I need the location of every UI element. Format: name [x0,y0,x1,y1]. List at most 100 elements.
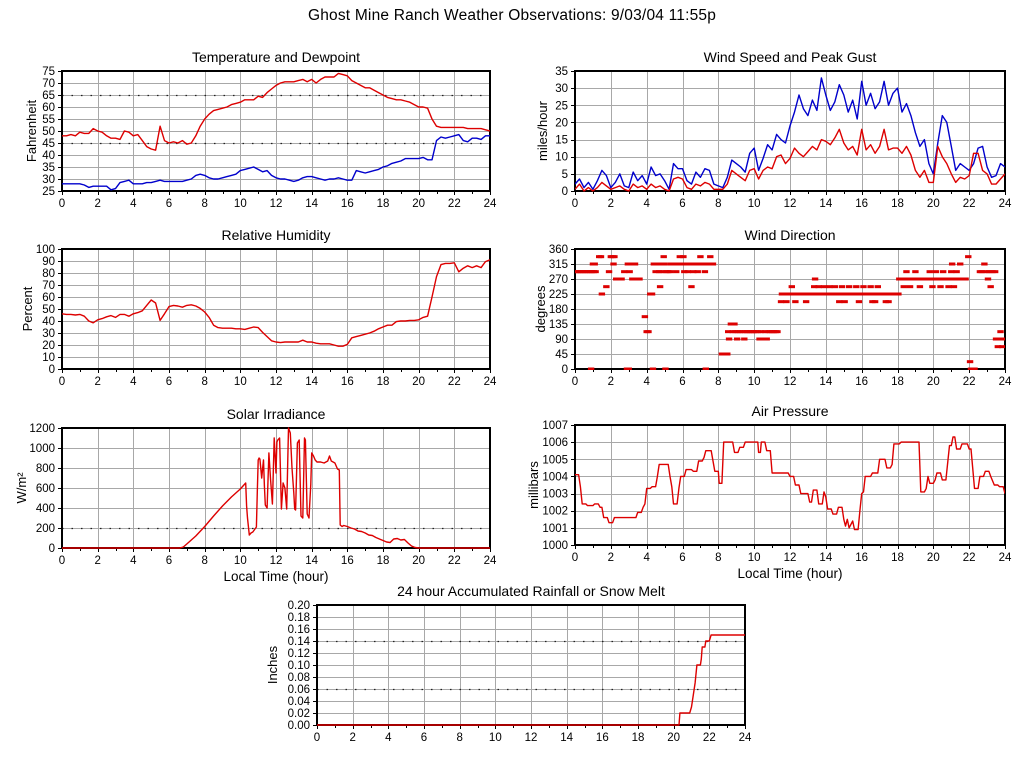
x-tick-label: 18 [377,555,390,567]
y-tick-label: 0.06 [288,684,310,696]
chart-relative-humidity-canvas: 0 2 4 6 8 10 12 14 16 18 20 22 240102030405060708090… [20,227,497,388]
x-tick-label: 14 [560,732,573,744]
x-tick-label: 10 [748,552,761,564]
x-tick-label: 4 [643,552,650,564]
x-tick-label: 20 [667,732,680,744]
y-tick-label: 0.00 [288,720,310,732]
x-tick-label: 2 [94,376,100,388]
x-tick-label: 24 [484,198,497,210]
x-tick-label: 16 [855,198,868,210]
x-tick-label: 20 [412,376,425,388]
y-tick-label: 20 [42,340,55,352]
x-tick-label: 10 [489,732,502,744]
x-tick-label: 24 [739,732,752,744]
x-tick-label: 6 [166,555,172,567]
y-tick-label: 270 [549,274,568,286]
x-tick-label: 18 [891,552,904,564]
y-tick-label: 1004 [542,471,568,483]
x-tick-label: 0 [59,376,65,388]
y-tick-label: 30 [42,328,55,340]
grid-lines [317,605,745,725]
tick-labels: 0 2 4 6 8 10 12 14 16 18 20 22 240102030405060708090… [36,244,497,388]
x-tick-label: 22 [963,376,976,388]
y-tick-label: 135 [549,319,568,331]
grid-lines [575,425,1005,545]
chart-accumulated-rainfall: 0 2 4 6 8 10 12 14 16 18 20 22 24 0.00 0.02 0.04 0.06 0.0… [265,575,767,768]
grid-lines [575,71,1005,191]
chart-wind-speed-gust: 0 2 4 6 8 10 12 14 16 18 20 22 24 0 5 10 15 20 25 30 35 Wind … [520,40,1022,218]
x-tick-label: 22 [448,198,461,210]
chart-title: Air Pressure [751,403,828,419]
x-tick-label: 2 [94,555,100,567]
x-tick-label: 4 [643,376,650,388]
x-tick-label: 0 [314,732,320,744]
x-tick-label: 20 [927,376,940,388]
axis-ticks [571,425,1006,549]
y-axis-title: Fahrenheit [24,100,39,163]
x-tick-label: 12 [784,198,797,210]
y-tick-label: 10 [42,352,55,364]
y-tick-label: 0 [562,186,568,198]
x-tick-label: 22 [448,376,461,388]
x-tick-label: 16 [596,732,609,744]
x-tick-label: 2 [608,552,614,564]
tick-labels: 0 2 4 6 8 10 12 14 16 18 20 22 242530354045505560657… [42,66,497,210]
y-tick-label: 0.16 [288,624,310,636]
y-tick-label: 180 [549,304,568,316]
y-tick-label: 0.08 [288,672,310,684]
y-tick-label: 200 [36,523,55,535]
x-tick-label: 8 [715,552,721,564]
x-tick-label: 18 [632,732,645,744]
x-tick-label: 20 [412,198,425,210]
x-tick-label: 2 [94,198,100,210]
series-wind-speed [575,128,1005,192]
chart-relative-humidity: 0 2 4 6 8 10 12 14 16 18 20 22 24 0 10 20 30 40 50 60 70 80 90… [10,219,512,395]
x-tick-label: 8 [201,555,207,567]
y-tick-label: 1000 [542,540,568,552]
y-tick-label: 0 [562,364,568,376]
series-humidity [62,259,490,347]
y-tick-label: 0.18 [288,612,310,624]
x-tick-label: 16 [855,376,868,388]
y-tick-label: 360 [549,244,568,256]
x-tick-label: 0 [572,198,578,210]
y-tick-label: 0.10 [288,660,310,672]
chart-title: Wind Direction [744,227,835,243]
x-tick-label: 20 [927,552,940,564]
y-tick-label: 1007 [542,420,568,432]
x-tick-label: 6 [421,732,427,744]
chart-accumulated-rainfall-canvas: 0 2 4 6 8 10 12 14 16 18 20 22 240.000.020.040.060.0… [265,583,752,744]
y-tick-label: 10 [555,152,568,164]
x-tick-label: 4 [130,376,137,388]
x-tick-label: 14 [819,198,832,210]
chart-temperature-dewpoint: 0 2 4 6 8 10 12 14 16 18 20 22 24 25 30 35 40 45 50 55 60 65 7… [10,40,512,218]
y-tick-label: 0.20 [288,600,310,612]
tick-labels: 0 2 4 6 8 10 12 14 16 18 20 22 240459013518022527031… [549,244,1012,388]
y-tick-label: 50 [42,126,55,138]
y-tick-label: 50 [42,304,55,316]
series-dewpoint [62,133,490,191]
y-tick-label: 60 [42,292,55,304]
y-tick-label: 40 [42,150,55,162]
y-tick-label: 45 [42,138,55,150]
x-tick-label: 6 [166,198,172,210]
chart-title: Relative Humidity [222,227,331,243]
y-axis-title: millibars [526,461,541,509]
y-axis-title: miles/hour [535,100,550,161]
tick-labels: 0 2 4 6 8 10 12 14 16 18 20 22 241000100110021003100… [542,420,1012,564]
y-tick-label: 400 [36,503,55,515]
x-tick-label: 24 [999,552,1012,564]
y-tick-label: 35 [42,162,55,174]
x-tick-label: 16 [341,555,354,567]
series-irradiance [62,427,490,549]
y-tick-label: 45 [555,349,568,361]
x-tick-label: 14 [819,552,832,564]
y-tick-label: 80 [42,268,55,280]
x-tick-label: 14 [305,555,318,567]
x-tick-label: 20 [927,198,940,210]
x-tick-label: 24 [484,555,497,567]
y-tick-label: 1003 [542,489,568,501]
grid-lines [62,71,490,191]
x-tick-label: 4 [643,198,650,210]
x-tick-label: 18 [377,376,390,388]
